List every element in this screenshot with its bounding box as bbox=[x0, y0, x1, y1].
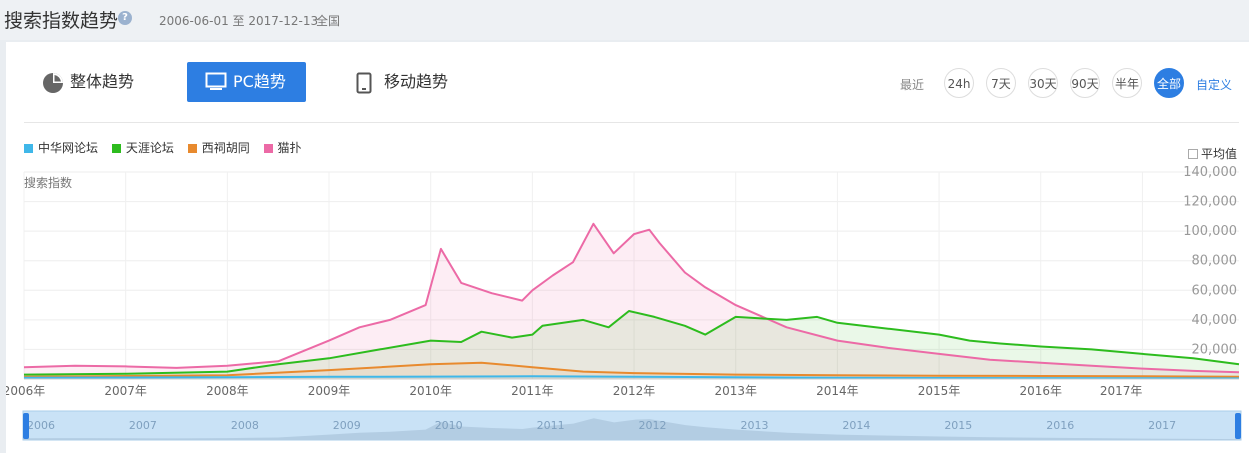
legend-label: 猫扑 bbox=[277, 141, 302, 155]
navigator-label: 2017 bbox=[1148, 419, 1176, 432]
legend-label: 中华网论坛 bbox=[38, 141, 99, 155]
legend-item[interactable]: 天涯论坛 bbox=[111, 139, 174, 156]
tab-overall-label: 整体趋势 bbox=[70, 72, 135, 91]
series-area bbox=[24, 223, 1239, 379]
series-line[interactable] bbox=[23, 375, 1240, 380]
y-tick-label: 100,000 bbox=[1183, 224, 1237, 239]
navigator-label: 2008 bbox=[231, 419, 259, 432]
x-tick-label: 2016年 bbox=[1019, 384, 1062, 398]
navigator-label: 2010 bbox=[435, 419, 463, 432]
x-tick-label: 2014年 bbox=[816, 384, 859, 398]
y-tick-label: 60,000 bbox=[1192, 283, 1238, 298]
region-label: 全国 bbox=[316, 14, 341, 28]
legend-swatch bbox=[24, 144, 33, 153]
range-7d-button[interactable]: 7天 bbox=[986, 68, 1016, 98]
divider bbox=[24, 122, 1239, 123]
y-tick-label: 20,000 bbox=[1192, 342, 1238, 357]
series-line[interactable] bbox=[23, 361, 1240, 378]
custom-range-link[interactable]: 自定义 bbox=[1196, 78, 1233, 92]
y-tick-label: 140,000 bbox=[1183, 165, 1237, 180]
range-all-button[interactable]: 全部 bbox=[1154, 68, 1184, 98]
average-checkbox[interactable] bbox=[1188, 149, 1198, 159]
x-tick-label: 2007年 bbox=[104, 384, 147, 398]
range-90d-button[interactable]: 90天 bbox=[1070, 68, 1100, 98]
navigator-handle-left[interactable] bbox=[23, 413, 29, 439]
top-bar: 搜索指数趋势 ? 2006-06-01 至 2017-12-13 全国 bbox=[0, 0, 1249, 40]
navigator-label: 2007 bbox=[129, 419, 157, 432]
legend-swatch bbox=[187, 144, 197, 153]
series-line[interactable] bbox=[23, 222, 1240, 374]
x-tick-label: 2010年 bbox=[409, 384, 452, 398]
legend-item[interactable]: 西祠胡同 bbox=[187, 139, 250, 156]
pie-chart-icon bbox=[43, 73, 63, 93]
navigator-label: 2009 bbox=[333, 419, 361, 432]
range-24h-button[interactable]: 24h bbox=[944, 68, 974, 98]
navigator-label: 2006 bbox=[27, 419, 55, 432]
tab-overall[interactable]: 整体趋势 bbox=[42, 62, 152, 102]
x-tick-label: 2017年 bbox=[1100, 384, 1143, 398]
tab-mobile-label: 移动趋势 bbox=[384, 72, 449, 91]
legend-item[interactable]: 猫扑 bbox=[263, 139, 302, 156]
legend-item[interactable]: 中华网论坛 bbox=[24, 139, 98, 156]
x-tick-label: 2009年 bbox=[308, 384, 351, 398]
legend-swatch bbox=[263, 144, 273, 153]
x-tick-label: 2013年 bbox=[714, 384, 757, 398]
question-icon[interactable]: ? bbox=[118, 11, 132, 25]
chart-legend: 中华网论坛 天涯论坛 西祠胡同 猫扑 bbox=[24, 139, 312, 156]
legend-swatch bbox=[111, 144, 121, 153]
navigator-label: 2016 bbox=[1046, 419, 1074, 432]
y-tick-label: 120,000 bbox=[1183, 195, 1237, 210]
legend-label: 天涯论坛 bbox=[125, 141, 174, 155]
tab-pc[interactable]: PC趋势 bbox=[187, 62, 306, 102]
navigator-label: 2011 bbox=[537, 419, 565, 432]
range-30d-button[interactable]: 30天 bbox=[1028, 68, 1058, 98]
y-axis-title: 搜索指数 bbox=[24, 176, 73, 190]
navigator-label: 2012 bbox=[639, 419, 667, 432]
recent-label: 最近 bbox=[900, 78, 925, 92]
date-range: 2006-06-01 至 2017-12-13 bbox=[159, 14, 319, 28]
trend-chart[interactable]: 20,000 40,000 60,000 80,000 100,000 120,000 14… bbox=[6, 42, 1249, 453]
navigator-area bbox=[23, 418, 1241, 440]
series-line[interactable] bbox=[23, 310, 1240, 376]
navigator-label: 2014 bbox=[842, 419, 870, 432]
tab-mobile[interactable]: 移动趋势 bbox=[356, 62, 476, 102]
x-tick-label: 2015年 bbox=[918, 384, 961, 398]
y-tick-label: 80,000 bbox=[1192, 254, 1238, 269]
page-title: 搜索指数趋势 bbox=[4, 10, 119, 32]
average-toggle[interactable]: 平均值 bbox=[1188, 145, 1237, 162]
x-tick-label: 2011年 bbox=[511, 384, 554, 398]
y-tick-label: 40,000 bbox=[1192, 313, 1238, 328]
trend-panel: 整体趋势 PC趋势 移动趋势 最近 24h 7天 30天 90天 半年 全部 自… bbox=[6, 42, 1249, 453]
range-half-year-button[interactable]: 半年 bbox=[1112, 68, 1142, 98]
average-label: 平均值 bbox=[1201, 147, 1238, 161]
series-area bbox=[24, 311, 1239, 379]
tab-pc-label: PC趋势 bbox=[233, 72, 286, 91]
phone-icon bbox=[356, 72, 372, 94]
series-area bbox=[24, 362, 1239, 379]
navigator-handle-right[interactable] bbox=[1235, 413, 1241, 439]
x-tick-label: 2006年 bbox=[6, 384, 45, 398]
navigator-label: 2013 bbox=[740, 419, 768, 432]
legend-label: 西祠胡同 bbox=[201, 141, 250, 155]
monitor-icon bbox=[205, 72, 227, 90]
x-tick-label: 2012年 bbox=[613, 384, 656, 398]
navigator-label: 2015 bbox=[944, 419, 972, 432]
x-tick-label: 2008年 bbox=[206, 384, 249, 398]
